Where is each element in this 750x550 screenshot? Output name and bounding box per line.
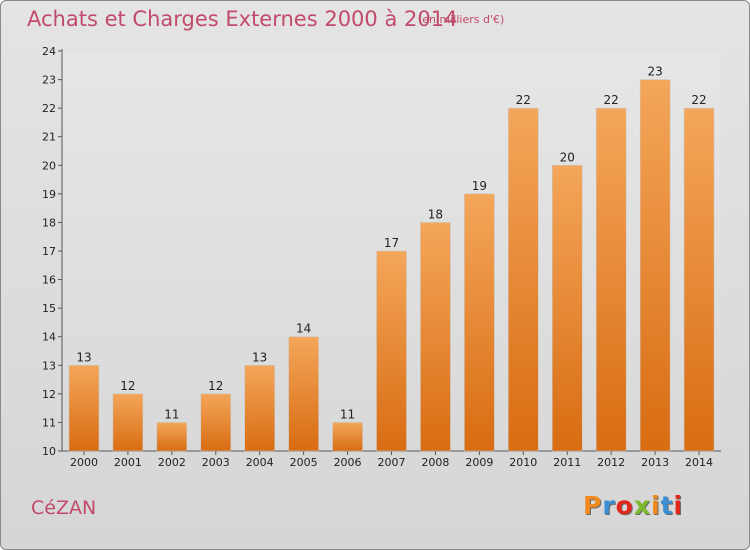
bar <box>332 422 363 452</box>
bar <box>68 365 100 452</box>
y-tick-label: 13 <box>42 359 56 372</box>
y-tick-label: 24 <box>42 45 56 58</box>
bars-group <box>68 79 715 452</box>
data-label: 13 <box>76 350 91 364</box>
x-tick-label: 2002 <box>158 456 186 469</box>
x-tick-label: 2004 <box>246 456 274 469</box>
x-tick-label: 2013 <box>641 456 669 469</box>
x-tick-label: 2007 <box>378 456 406 469</box>
x-tick-label: 2008 <box>421 456 449 469</box>
bar <box>551 165 583 452</box>
x-tick-label: 2011 <box>553 456 581 469</box>
data-label: 18 <box>428 207 443 221</box>
y-tick-label: 22 <box>42 102 56 115</box>
chart-title: Achats et Charges Externes 2000 à 2014 <box>27 7 458 31</box>
bar <box>200 393 232 452</box>
proxiti-logo[interactable]: Proxiti <box>583 491 683 520</box>
bar <box>508 107 539 452</box>
x-tick-label: 2001 <box>114 456 142 469</box>
data-label: 19 <box>472 179 487 193</box>
x-tick-label: 2006 <box>334 456 362 469</box>
data-label: 11 <box>164 407 179 421</box>
data-label: 17 <box>384 236 399 250</box>
data-label: 12 <box>208 379 223 393</box>
data-label: 11 <box>340 407 355 421</box>
data-label: 14 <box>296 322 311 336</box>
logo-letter: i <box>651 491 661 520</box>
data-label: 22 <box>604 93 619 107</box>
data-label: 23 <box>647 65 662 79</box>
bar <box>112 393 144 452</box>
bar <box>595 107 627 452</box>
x-tick-label: 2010 <box>509 456 537 469</box>
y-tick-label: 20 <box>42 159 56 172</box>
y-tick-label: 18 <box>42 216 56 229</box>
y-tick-label: 10 <box>42 445 56 458</box>
bar <box>288 336 319 452</box>
bar <box>683 107 715 452</box>
logo-letter: x <box>633 491 651 520</box>
bar <box>639 79 671 452</box>
data-label: 22 <box>691 93 706 107</box>
y-tick-label: 15 <box>42 302 56 315</box>
x-tick-label: 2000 <box>70 456 98 469</box>
y-tick-label: 21 <box>42 131 56 144</box>
x-tick-label: 2005 <box>290 456 318 469</box>
y-tick-label: 16 <box>42 274 56 287</box>
logo-letter: i <box>673 491 684 520</box>
data-label: 13 <box>252 350 267 364</box>
data-label: 20 <box>560 150 575 164</box>
x-tick-label: 2009 <box>465 456 493 469</box>
x-tick-label: 2012 <box>597 456 625 469</box>
logo-letter: t <box>660 491 674 520</box>
x-tick-label: 2003 <box>202 456 230 469</box>
y-tick-label: 19 <box>42 188 56 201</box>
y-tick-label: 14 <box>42 331 56 344</box>
bar <box>464 193 495 452</box>
logo-letter: P <box>583 491 603 520</box>
y-tick-label: 23 <box>42 74 56 87</box>
data-label: 22 <box>516 93 531 107</box>
bar <box>376 250 407 452</box>
y-tick-label: 12 <box>42 388 56 401</box>
logo-letter: r <box>602 491 616 520</box>
bar <box>156 422 188 452</box>
bar <box>244 365 275 452</box>
x-tick-label: 2014 <box>685 456 713 469</box>
y-tick-label: 17 <box>42 245 56 258</box>
data-labels-group: 13 12 11 12 13 14 11 17 18 19 22 20 22 23 22 <box>76 65 706 422</box>
commune-name: CéZAN <box>31 497 97 519</box>
y-tick-label: 11 <box>42 416 56 429</box>
data-label: 12 <box>120 379 135 393</box>
chart-unit: (en milliers d'€) <box>418 13 505 26</box>
logo-letter: o <box>615 491 634 520</box>
bar <box>420 222 451 452</box>
